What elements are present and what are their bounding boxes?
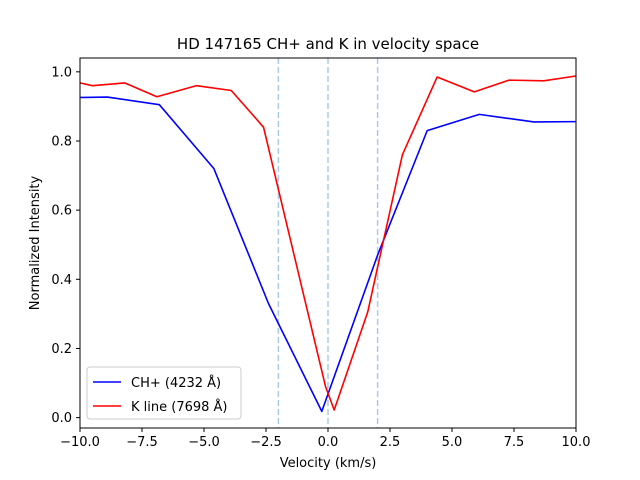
legend-label-k-line: K line (7698 Å): [131, 399, 228, 415]
x-tick-label: 7.5: [504, 435, 525, 450]
legend-label-chplus: CH+ (4232 Å): [131, 375, 221, 391]
y-tick-label: 0.2: [51, 342, 72, 357]
y-tick-label: 1.0: [51, 65, 72, 80]
legend-box: [86, 366, 242, 420]
chart-title: HD 147165 CH+ and K in velocity space: [177, 35, 479, 53]
y-axis-label: Normalized Intensity: [28, 175, 43, 310]
y-axis: 0.0 0.2 0.4 0.6 0.8 1.0: [51, 65, 80, 426]
y-tick-label: 0.4: [51, 273, 72, 288]
series-line-chplus: [80, 96, 577, 413]
x-axis: −10.0 −7.5 −5.0 −2.5 0.0 2.5 5.0 7.5 10.0: [60, 428, 590, 450]
x-tick-label: −7.5: [126, 435, 158, 450]
legend: CH+ (4232 Å) K line (7698 Å): [86, 366, 242, 420]
x-tick-label: −2.5: [250, 435, 282, 450]
x-tick-label: 2.5: [380, 435, 401, 450]
x-axis-label: Velocity (km/s): [280, 456, 377, 471]
y-tick-label: 0.0: [51, 411, 72, 426]
x-tick-label: −5.0: [188, 435, 220, 450]
reference-lines: [277, 58, 379, 428]
y-tick-label: 0.6: [51, 204, 72, 219]
x-tick-label: 5.0: [442, 435, 463, 450]
series-layer: [79, 75, 577, 413]
x-tick-label: 0.0: [318, 435, 339, 450]
series-line-k-line: [79, 75, 577, 411]
y-tick-label: 0.8: [51, 134, 72, 149]
x-tick-label: −10.0: [60, 435, 100, 450]
x-tick-label: 10.0: [562, 435, 591, 450]
